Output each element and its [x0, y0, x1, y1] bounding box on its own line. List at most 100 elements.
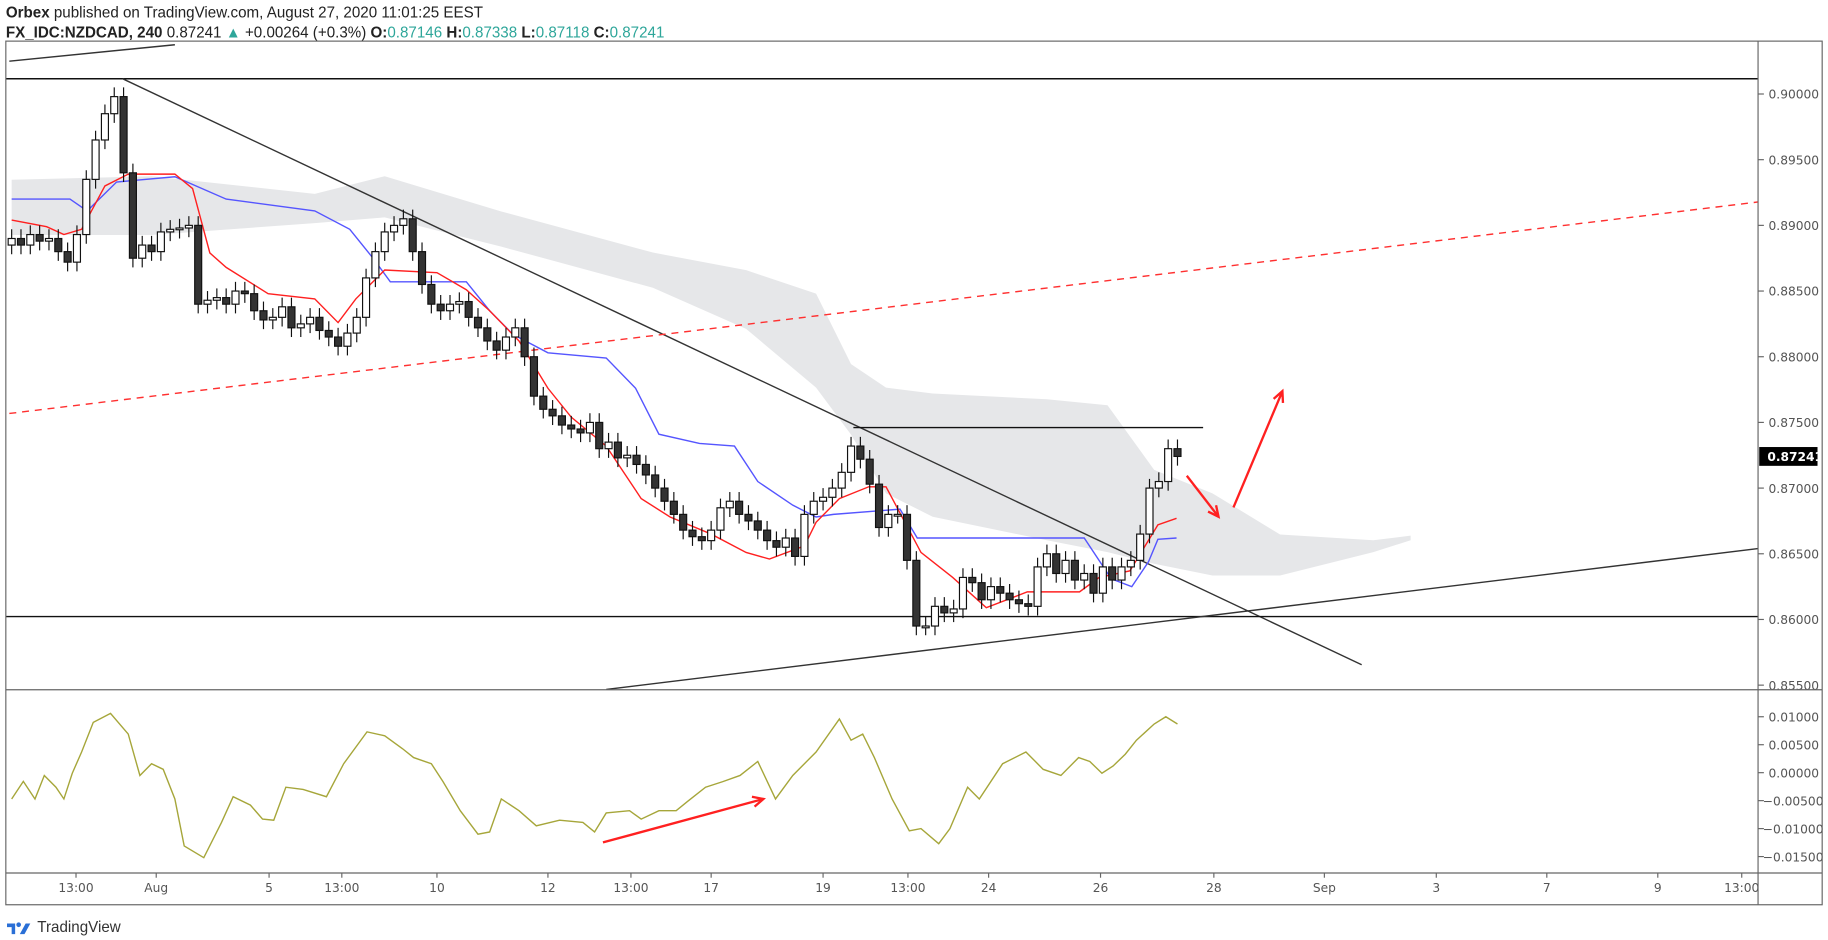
red-arrow[interactable] — [1185, 475, 1221, 519]
candle[interactable] — [371, 242, 380, 288]
candle[interactable] — [1126, 551, 1135, 577]
candle[interactable] — [1024, 594, 1033, 616]
candle[interactable] — [576, 419, 585, 443]
candle[interactable] — [1042, 544, 1051, 577]
candle[interactable] — [240, 281, 249, 303]
candle[interactable] — [361, 268, 371, 327]
candle[interactable] — [800, 505, 809, 566]
candle[interactable] — [996, 577, 1005, 603]
candle[interactable] — [1145, 478, 1154, 544]
candle[interactable] — [417, 242, 427, 294]
candle[interactable] — [296, 314, 305, 338]
candle[interactable] — [874, 474, 884, 537]
candle[interactable] — [856, 436, 865, 469]
candle[interactable] — [763, 520, 772, 550]
candle[interactable] — [669, 492, 678, 524]
candle[interactable] — [26, 225, 35, 255]
candle[interactable] — [306, 308, 315, 334]
candle[interactable] — [110, 87, 119, 123]
candle[interactable] — [501, 327, 511, 360]
candle[interactable] — [697, 527, 706, 550]
candle[interactable] — [753, 511, 762, 540]
candle[interactable] — [828, 478, 837, 507]
candle[interactable] — [483, 318, 492, 351]
candle[interactable] — [278, 297, 287, 327]
candle[interactable] — [166, 220, 175, 242]
candle[interactable] — [1014, 590, 1024, 613]
candle[interactable] — [557, 406, 567, 435]
candle[interactable] — [119, 87, 128, 183]
candle[interactable] — [818, 488, 828, 511]
candle[interactable] — [716, 498, 725, 540]
candle[interactable] — [464, 292, 473, 327]
candle[interactable] — [445, 294, 455, 320]
candle[interactable] — [1173, 439, 1182, 466]
candle[interactable] — [315, 308, 324, 340]
candle[interactable] — [63, 242, 72, 272]
candle[interactable] — [7, 229, 16, 255]
candle[interactable] — [986, 577, 996, 609]
candle[interactable] — [427, 275, 436, 314]
candle[interactable] — [567, 415, 576, 439]
candle[interactable] — [735, 492, 744, 524]
candle[interactable] — [16, 229, 26, 255]
candle[interactable] — [1098, 557, 1107, 603]
candle[interactable] — [212, 288, 221, 310]
candle[interactable] — [380, 222, 389, 261]
red-arrow[interactable] — [1232, 388, 1285, 508]
trend-line[interactable] — [122, 78, 1362, 666]
candle[interactable] — [940, 597, 949, 623]
candle[interactable] — [1033, 557, 1042, 616]
candle[interactable] — [1164, 439, 1173, 491]
candle[interactable] — [259, 301, 268, 330]
candle[interactable] — [688, 520, 697, 546]
candle[interactable] — [846, 436, 856, 482]
candle[interactable] — [1154, 472, 1163, 498]
candle[interactable] — [744, 505, 753, 531]
publisher-name[interactable]: Orbex — [5, 3, 50, 22]
candle[interactable] — [54, 229, 63, 261]
candle[interactable] — [222, 288, 231, 314]
candle[interactable] — [539, 386, 548, 419]
footer-brand[interactable]: TradingView — [37, 917, 121, 936]
candle[interactable] — [138, 235, 147, 268]
candle[interactable] — [408, 209, 417, 261]
candle[interactable] — [128, 163, 137, 268]
candle[interactable] — [1117, 557, 1126, 590]
trend-line[interactable] — [606, 547, 1759, 690]
candle[interactable] — [912, 551, 921, 636]
candle[interactable] — [902, 505, 912, 570]
candle[interactable] — [641, 455, 650, 485]
candle[interactable] — [725, 492, 734, 517]
candle[interactable] — [389, 216, 399, 242]
candle[interactable] — [194, 216, 203, 314]
candle[interactable] — [175, 218, 184, 239]
candle[interactable] — [865, 449, 874, 494]
candle[interactable] — [324, 321, 333, 347]
candle[interactable] — [809, 492, 818, 524]
candle[interactable] — [91, 130, 100, 189]
candle[interactable] — [184, 216, 193, 238]
red-arrow[interactable] — [602, 795, 766, 844]
candle[interactable] — [632, 446, 641, 474]
candle[interactable] — [529, 347, 539, 406]
candle[interactable] — [1070, 551, 1079, 590]
candle[interactable] — [968, 568, 977, 592]
candle[interactable] — [791, 528, 800, 566]
candle[interactable] — [82, 170, 91, 244]
candle[interactable] — [1061, 551, 1070, 583]
candle[interactable] — [949, 599, 958, 623]
candle[interactable] — [44, 229, 54, 251]
candle[interactable] — [268, 308, 277, 330]
candle[interactable] — [436, 294, 445, 320]
candle[interactable] — [1005, 583, 1014, 609]
candle[interactable] — [147, 235, 156, 261]
candle[interactable] — [781, 528, 790, 557]
candle[interactable] — [231, 281, 240, 314]
candle[interactable] — [203, 291, 212, 314]
candle[interactable] — [100, 104, 110, 150]
candle[interactable] — [520, 318, 529, 366]
candle[interactable] — [595, 413, 604, 458]
candle[interactable] — [772, 531, 781, 557]
